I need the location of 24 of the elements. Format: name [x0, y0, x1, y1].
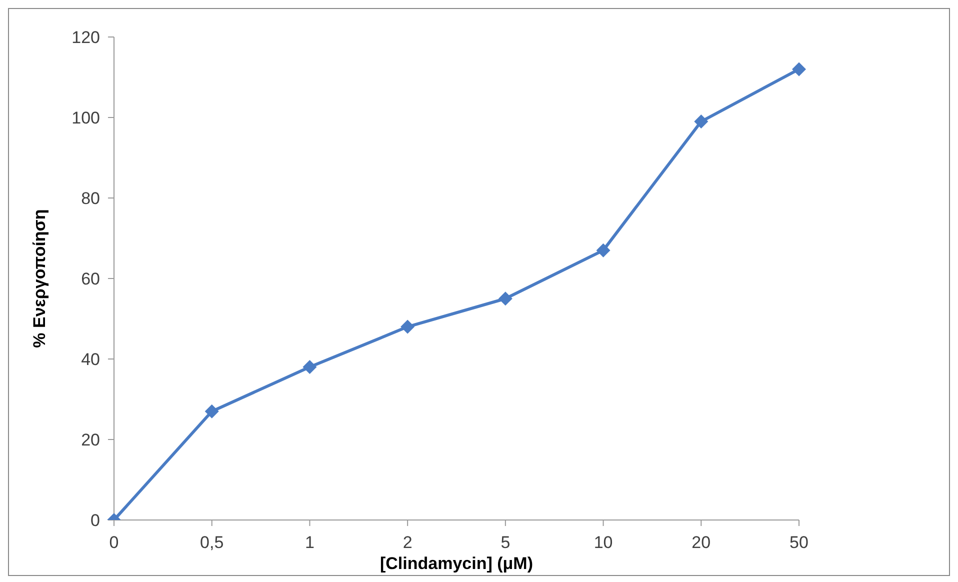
y-tick-label: 60 — [81, 270, 100, 289]
x-tick-label: 2 — [402, 533, 412, 552]
point — [596, 243, 610, 258]
y-tick-label: 80 — [81, 189, 100, 208]
x-tick-label: 10 — [594, 533, 613, 552]
x-tick-label: 5 — [500, 533, 510, 552]
y-tick-label: 120 — [72, 28, 100, 48]
point — [204, 404, 219, 418]
point — [694, 114, 708, 129]
point — [302, 360, 317, 374]
y-tick-label: 20 — [81, 430, 100, 450]
x-tick-label: 20 — [692, 533, 711, 552]
x-tick-label: 50 — [790, 533, 808, 552]
point — [792, 62, 806, 76]
x-tick-label: 1 — [304, 533, 314, 552]
y-tick-label: 100 — [72, 108, 100, 128]
point — [498, 292, 512, 306]
point — [400, 320, 415, 334]
x-tick-label: 0,5 — [200, 533, 224, 552]
x-axis-title: [Clindamycin] (μM) — [380, 554, 534, 573]
y-axis-title: % Ενεργοποίηση — [30, 209, 50, 348]
y-tick-label: 0 — [90, 511, 100, 530]
x-tick-label: 0 — [109, 533, 119, 552]
y-tick-label: 40 — [81, 350, 100, 370]
